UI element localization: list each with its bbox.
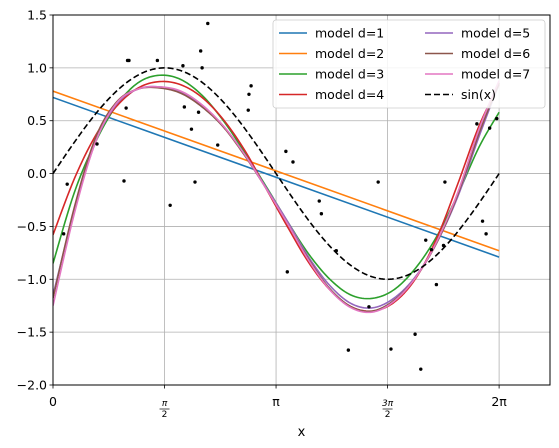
series-line-7 xyxy=(53,80,500,314)
scatter-point xyxy=(247,92,251,96)
scatter-point xyxy=(389,347,393,351)
y-tick-label: −0.5 xyxy=(17,219,47,234)
scatter-point xyxy=(475,122,479,126)
scatter-point xyxy=(434,282,439,287)
legend-label: model d=6 xyxy=(461,46,530,61)
x-tick-label-denominator: 2 xyxy=(385,410,391,420)
scatter-point xyxy=(206,21,210,26)
scatter-point xyxy=(429,247,434,252)
scatter-point xyxy=(249,84,253,88)
legend-label: sin(x) xyxy=(461,87,496,102)
x-axis-label: x xyxy=(298,425,306,440)
legend-label: model d=7 xyxy=(461,67,530,82)
scatter-point xyxy=(200,66,204,70)
y-tick-label: −1.5 xyxy=(17,325,47,340)
scatter-point xyxy=(182,105,187,109)
scatter-point xyxy=(193,180,197,184)
legend-label: model d=2 xyxy=(315,46,384,61)
scatter-point xyxy=(413,332,417,336)
legend-label: model d=3 xyxy=(315,67,384,82)
plot-frame xyxy=(52,14,551,386)
scatter-point xyxy=(317,199,321,203)
scatter-point xyxy=(495,116,499,121)
scatter-point xyxy=(367,305,371,309)
y-tick-label: −2.0 xyxy=(17,378,47,393)
scatter-point xyxy=(95,142,99,146)
legend: model d=1 model d=2 model d=3 model d=4 mode… xyxy=(272,19,546,109)
scatter-points xyxy=(61,21,499,371)
scatter-point xyxy=(484,232,488,236)
x-tick-label: π xyxy=(272,394,280,409)
scatter-point xyxy=(196,110,201,114)
scatter-point xyxy=(443,180,447,184)
scatter-point xyxy=(198,49,203,53)
series-line-2 xyxy=(53,90,500,252)
x-tick-label: 0 xyxy=(49,394,57,409)
y-tick-label: 1.0 xyxy=(27,60,47,75)
scatter-point xyxy=(376,180,380,184)
scatter-point xyxy=(319,212,324,216)
scatter-point xyxy=(216,143,220,147)
legend-box xyxy=(272,19,546,109)
x-tick-label-numerator: π xyxy=(162,399,168,409)
scatter-point xyxy=(441,243,446,248)
x-tick-label: 2π xyxy=(491,394,507,409)
legend-label: model d=4 xyxy=(315,87,384,102)
legend-label: model d=1 xyxy=(315,26,384,41)
scatter-point xyxy=(168,203,172,207)
scatter-point xyxy=(122,179,126,183)
y-tick-label: 0.0 xyxy=(27,166,47,181)
scatter-point xyxy=(346,348,351,352)
y-tick-label: 0.5 xyxy=(27,113,47,128)
scatter-point xyxy=(155,58,160,63)
y-tick-label: 1.5 xyxy=(27,8,47,23)
x-tick-label: π2 xyxy=(159,399,170,420)
scatter-point xyxy=(124,106,128,110)
scatter-point xyxy=(419,367,423,371)
x-tick-label-denominator: 2 xyxy=(162,410,168,420)
scatter-point xyxy=(65,182,69,186)
series-line-1 xyxy=(53,96,500,258)
x-tick-label-numerator: 3π xyxy=(382,399,394,409)
scatter-point xyxy=(181,64,185,68)
scatter-point xyxy=(246,108,250,112)
scatter-point xyxy=(127,58,131,63)
legend-label: model d=5 xyxy=(461,26,530,41)
scatter-point xyxy=(284,149,288,154)
y-tick-label: −1.0 xyxy=(17,272,47,287)
scatter-point xyxy=(61,232,66,236)
series-line-8 xyxy=(53,67,500,281)
scatter-point xyxy=(285,270,289,274)
x-tick-label: 3π2 xyxy=(382,399,394,420)
scatter-point xyxy=(480,219,485,223)
scatter-point xyxy=(487,126,492,130)
series-layer xyxy=(53,67,500,314)
scatter-point xyxy=(189,127,194,131)
scatter-point xyxy=(334,249,338,253)
scatter-point xyxy=(291,160,295,164)
scatter-point xyxy=(424,238,428,242)
